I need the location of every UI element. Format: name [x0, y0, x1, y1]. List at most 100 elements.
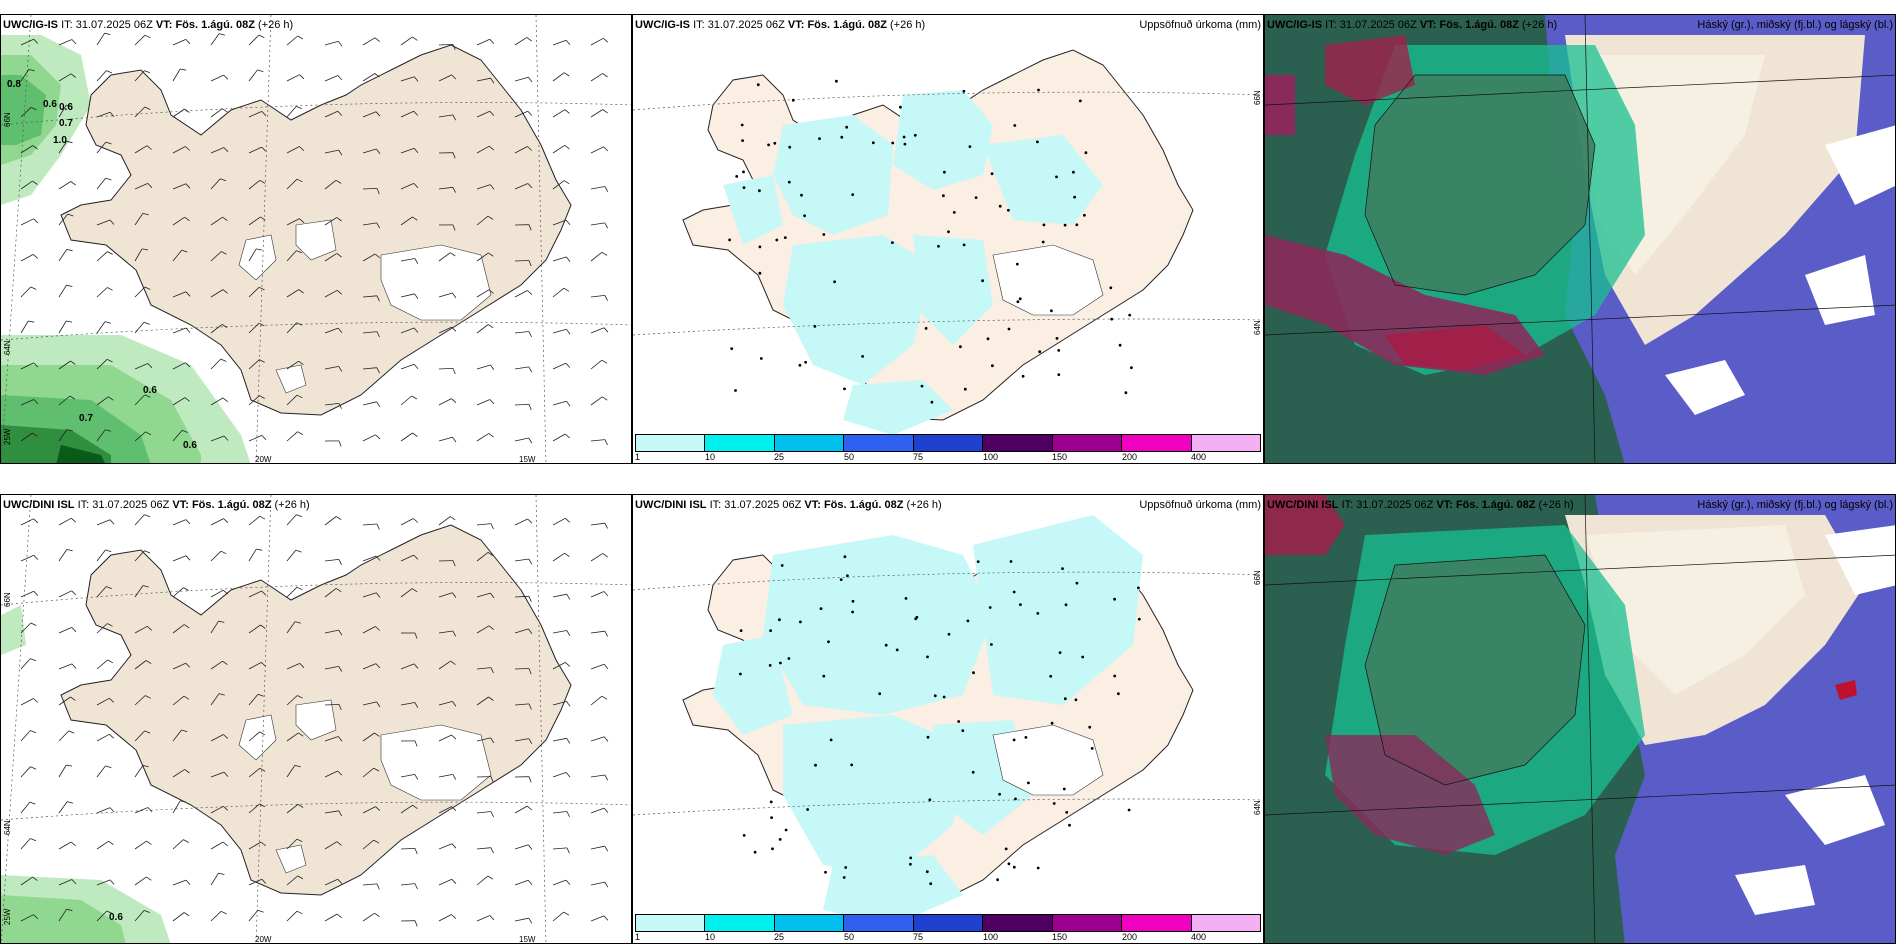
lat-label: 64N [3, 340, 12, 355]
cloud-panel-ig-is: UWC/IG-IS IT: 31.07.2025 06Z VT: Fös. 1.… [1264, 14, 1896, 464]
wind-barb-feather [71, 39, 77, 45]
wind-barb [324, 629, 339, 634]
precip-panel-dini: UWC/DINI ISL IT: 31.07.2025 06Z VT: Fös.… [632, 494, 1264, 944]
wind-barb-feather [376, 401, 381, 408]
it-label: IT: [1341, 499, 1354, 511]
colorbar-ticks: 1 10 25 50 75 100 150 200 400 [635, 452, 1261, 462]
wind-barb-feather [66, 140, 73, 144]
colorbar-swatch [705, 435, 775, 451]
wind-barb [590, 845, 605, 850]
precip-point-marker [783, 236, 787, 240]
wind-barb-feather [66, 249, 73, 252]
wind-barb [438, 74, 452, 82]
wind-barb-feather [604, 439, 608, 446]
wind-barb-feather [221, 324, 228, 328]
wind-barb [210, 805, 224, 814]
wind-barb [58, 39, 73, 46]
wind-barb-feather [109, 111, 115, 118]
wind-barb [248, 287, 260, 298]
precip-point-marker [988, 606, 992, 609]
wind-barb-feather [414, 774, 419, 780]
precip-point-marker [902, 135, 906, 139]
wind-barb-feather [258, 34, 265, 38]
precip-point-marker [840, 135, 844, 139]
wind-barb [476, 592, 491, 598]
precip-point-marker [957, 720, 961, 723]
wind-barb [210, 435, 225, 442]
wind-barb [210, 841, 224, 850]
wind-barb-feather [487, 875, 494, 880]
wind-barb-feather [565, 772, 571, 778]
wind-barb-feather [258, 286, 265, 291]
wind-barb [134, 660, 147, 670]
wind-barb [476, 915, 491, 922]
wind-barb-feather [146, 876, 152, 881]
wind-barb-feather [222, 660, 228, 666]
wind-barb [20, 320, 29, 334]
tick-label: 400 [1191, 452, 1207, 462]
wind-barb-feather [261, 590, 267, 596]
wind-barb [476, 324, 489, 334]
wind-barb-feather [71, 590, 77, 596]
wind-barb-feather [527, 146, 533, 151]
wind-barb [58, 73, 72, 82]
wind-barb [362, 701, 377, 706]
wind-barb-feather [106, 358, 113, 363]
wind-barb [476, 625, 490, 634]
wind-barb-feather [452, 774, 457, 780]
wind-barb [590, 73, 603, 82]
precip-point-marker [1057, 349, 1061, 352]
tick-label: 150 [1052, 932, 1068, 942]
wind-barb [476, 289, 490, 298]
wind-barb [324, 149, 339, 154]
tick-label: 150 [1052, 452, 1068, 462]
wind-barb [96, 733, 110, 742]
wind-barb-feather [71, 627, 77, 633]
wind-barb [58, 104, 67, 118]
wind-barb-feather [296, 322, 303, 326]
wind-barb [514, 331, 529, 334]
wind-barb-feather [144, 514, 151, 518]
wind-barb [324, 588, 337, 598]
wind-barb-feather [147, 807, 153, 813]
wind-barb-feather [376, 295, 380, 302]
wind-barb [134, 585, 144, 598]
wind-barb [438, 660, 451, 670]
wind-barb-feather [489, 915, 495, 921]
wind-barb [400, 804, 413, 814]
wind-barb-feather [564, 433, 570, 439]
precip-point-marker [962, 243, 966, 247]
wind-barb [96, 141, 107, 154]
wind-barb-feather [185, 519, 191, 525]
wind-barb [514, 703, 530, 706]
wind-barb-feather [412, 36, 418, 41]
wind-barb-feather [450, 660, 456, 665]
wind-barb [514, 366, 529, 370]
precip-point-marker [1081, 655, 1085, 659]
lat-lon-grid [633, 571, 1263, 816]
wind-barb-feather [32, 432, 38, 437]
wind-barb-feather [147, 626, 153, 631]
wind-panel-ig-is: 0.8 0.6 0.6 0.7 1.0 0.6 0.7 0.6 UWC/IG-I… [0, 14, 632, 464]
wind-barb-feather [374, 912, 380, 918]
precip-point-marker [843, 555, 847, 559]
wind-barb-feather [70, 360, 76, 365]
wind-barb-feather [144, 106, 151, 110]
wind-barb-feather [413, 183, 419, 188]
wind-barb [96, 697, 110, 706]
value-label: 0.6 [59, 102, 73, 113]
precip-point-marker [844, 866, 848, 869]
wind-barb [20, 801, 31, 814]
precip-point-marker [998, 792, 1001, 796]
wind-barb-feather [375, 626, 381, 631]
precip-point-marker [739, 672, 742, 676]
wind-barb [590, 396, 603, 406]
wind-barb-feather [184, 216, 190, 222]
vt-label: VT: [1419, 19, 1437, 31]
precip-point-marker [1063, 223, 1067, 227]
wind-barb [400, 554, 414, 562]
wind-barb-feather [33, 399, 39, 405]
wind-barb [20, 838, 31, 850]
wind-barb-feather [185, 327, 191, 333]
wind-barb [552, 144, 565, 154]
